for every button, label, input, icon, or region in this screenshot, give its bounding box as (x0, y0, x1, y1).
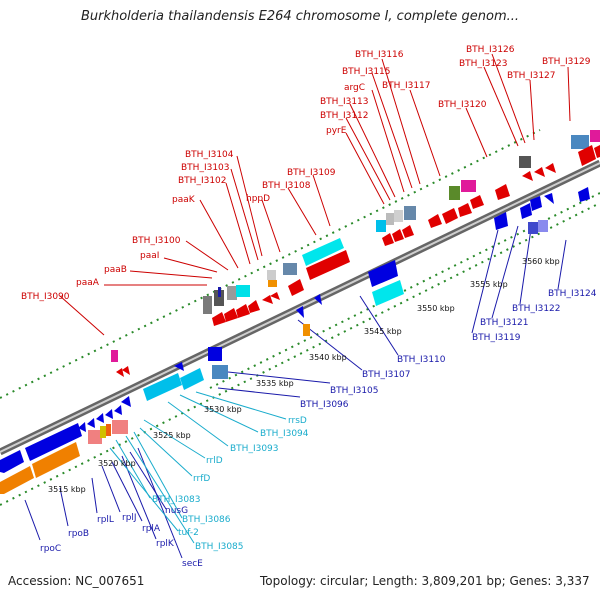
gene-label: BTH_I3109 (287, 168, 336, 178)
kbp-tick: 3560 kbp (522, 257, 560, 266)
gene-label: BTH_I3117 (382, 81, 431, 91)
gene-label: BTH_I3123 (459, 59, 508, 69)
gene-label: paaK (172, 195, 196, 205)
reverse-genes[interactable] (0, 187, 590, 494)
gene-label: secE (182, 559, 203, 569)
gene-label: BTH_I3086 (182, 515, 231, 525)
gene-label: BTH_I3116 (355, 50, 404, 60)
gene-label: BTH_I3113 (320, 97, 369, 107)
gene-label: rrfD (193, 474, 210, 484)
genome-summary-text: Topology: circular; Length: 3,809,201 bp… (260, 574, 590, 588)
kbp-ticks: 3515 kbp 3520 kbp 3525 kbp 3530 kbp 3535… (48, 257, 560, 494)
kbp-tick: 3555 kbp (470, 280, 508, 289)
gene-label: BTH_I3110 (397, 355, 446, 365)
gene-label: rrlD (206, 456, 223, 466)
gene-label: BTH_I3108 (262, 181, 311, 191)
gene-label: BTH_I3104 (185, 150, 234, 160)
kbp-tick: 3515 kbp (48, 485, 86, 494)
kbp-tick: 3530 kbp (204, 405, 242, 414)
gene-label: BTH_I3127 (507, 71, 556, 81)
forward-leaders (59, 53, 571, 336)
gene-label: BTH_I3090 (21, 292, 70, 302)
forward-gene-labels: BTH_I3090 paaA paaB paaI BTH_I3100 paaK … (21, 45, 591, 302)
gene-label: tuf-2 (178, 528, 199, 538)
kbp-tick: 3545 kbp (364, 327, 402, 336)
gene-label: rplK (156, 539, 175, 549)
gene-label: BTH_I3102 (178, 176, 227, 186)
gene-label: BTH_I3119 (472, 333, 521, 343)
gene-label: pyrE (326, 126, 347, 136)
gene-label: BTH_I3126 (466, 45, 515, 55)
gene-label: BTH_I3103 (181, 163, 230, 173)
reverse-leaders (24, 221, 567, 559)
gene-label: BTH_I3083 (152, 495, 201, 505)
map-title: Burkholderia thailandensis E264 chromoso… (80, 9, 520, 24)
kbp-tick: 3535 kbp (256, 379, 294, 388)
gene-label: rrsD (288, 416, 307, 426)
gene-label: BTH_I3100 (132, 236, 181, 246)
gene-label: BTH_I3129 (542, 57, 591, 67)
gene-label: BTH_I3112 (320, 111, 369, 121)
gene-label: BTH_I3120 (438, 100, 487, 110)
gene-label: BTH_I3096 (300, 400, 349, 410)
gene-label: rpoB (68, 529, 89, 539)
gene-label: BTH_I3105 (330, 386, 379, 396)
gene-label: BTH_I3122 (512, 304, 561, 314)
gene-label: BTH_I3107 (362, 370, 411, 380)
kbp-tick: 3550 kbp (417, 304, 455, 313)
accession-text: Accession: NC_007651 (8, 574, 145, 588)
rna-gene-labels: tuf-2 BTH_I3083 BTH_I3085 BTH_I3086 rrfD… (152, 416, 309, 552)
gene-label: paaB (104, 265, 127, 275)
forward-genes[interactable] (111, 130, 600, 377)
gene-label: paaI (140, 251, 159, 261)
genome-backbone (0, 159, 600, 456)
gene-label: BTH_I3093 (230, 444, 279, 454)
gene-label: rplA (142, 524, 161, 534)
gene-label: rplJ (122, 513, 137, 523)
gene-label: BTH_I3085 (195, 542, 244, 552)
gene-label: BTH_I3115 (342, 67, 391, 77)
guide-tracks (0, 129, 600, 506)
gene-label: BTH_I3094 (260, 429, 309, 439)
gene-label: rpoC (40, 544, 61, 554)
kbp-tick: 3525 kbp (153, 431, 191, 440)
gene-label: argC (344, 83, 365, 93)
gene-label: rplL (97, 515, 114, 525)
reverse-gene-labels: rpoC rpoB rplL rplJ rplA rplK nusG secE … (40, 289, 597, 569)
gene-label: paaA (76, 278, 100, 288)
kbp-tick: 3540 kbp (309, 353, 347, 362)
kbp-tick: 3520 kbp (98, 459, 136, 468)
gene-label: BTH_I3124 (548, 289, 597, 299)
rna-leaders (109, 391, 287, 544)
gene-label: nusG (165, 506, 188, 516)
gene-label: BTH_I3121 (480, 318, 529, 328)
gene-label: hppD (246, 194, 270, 204)
